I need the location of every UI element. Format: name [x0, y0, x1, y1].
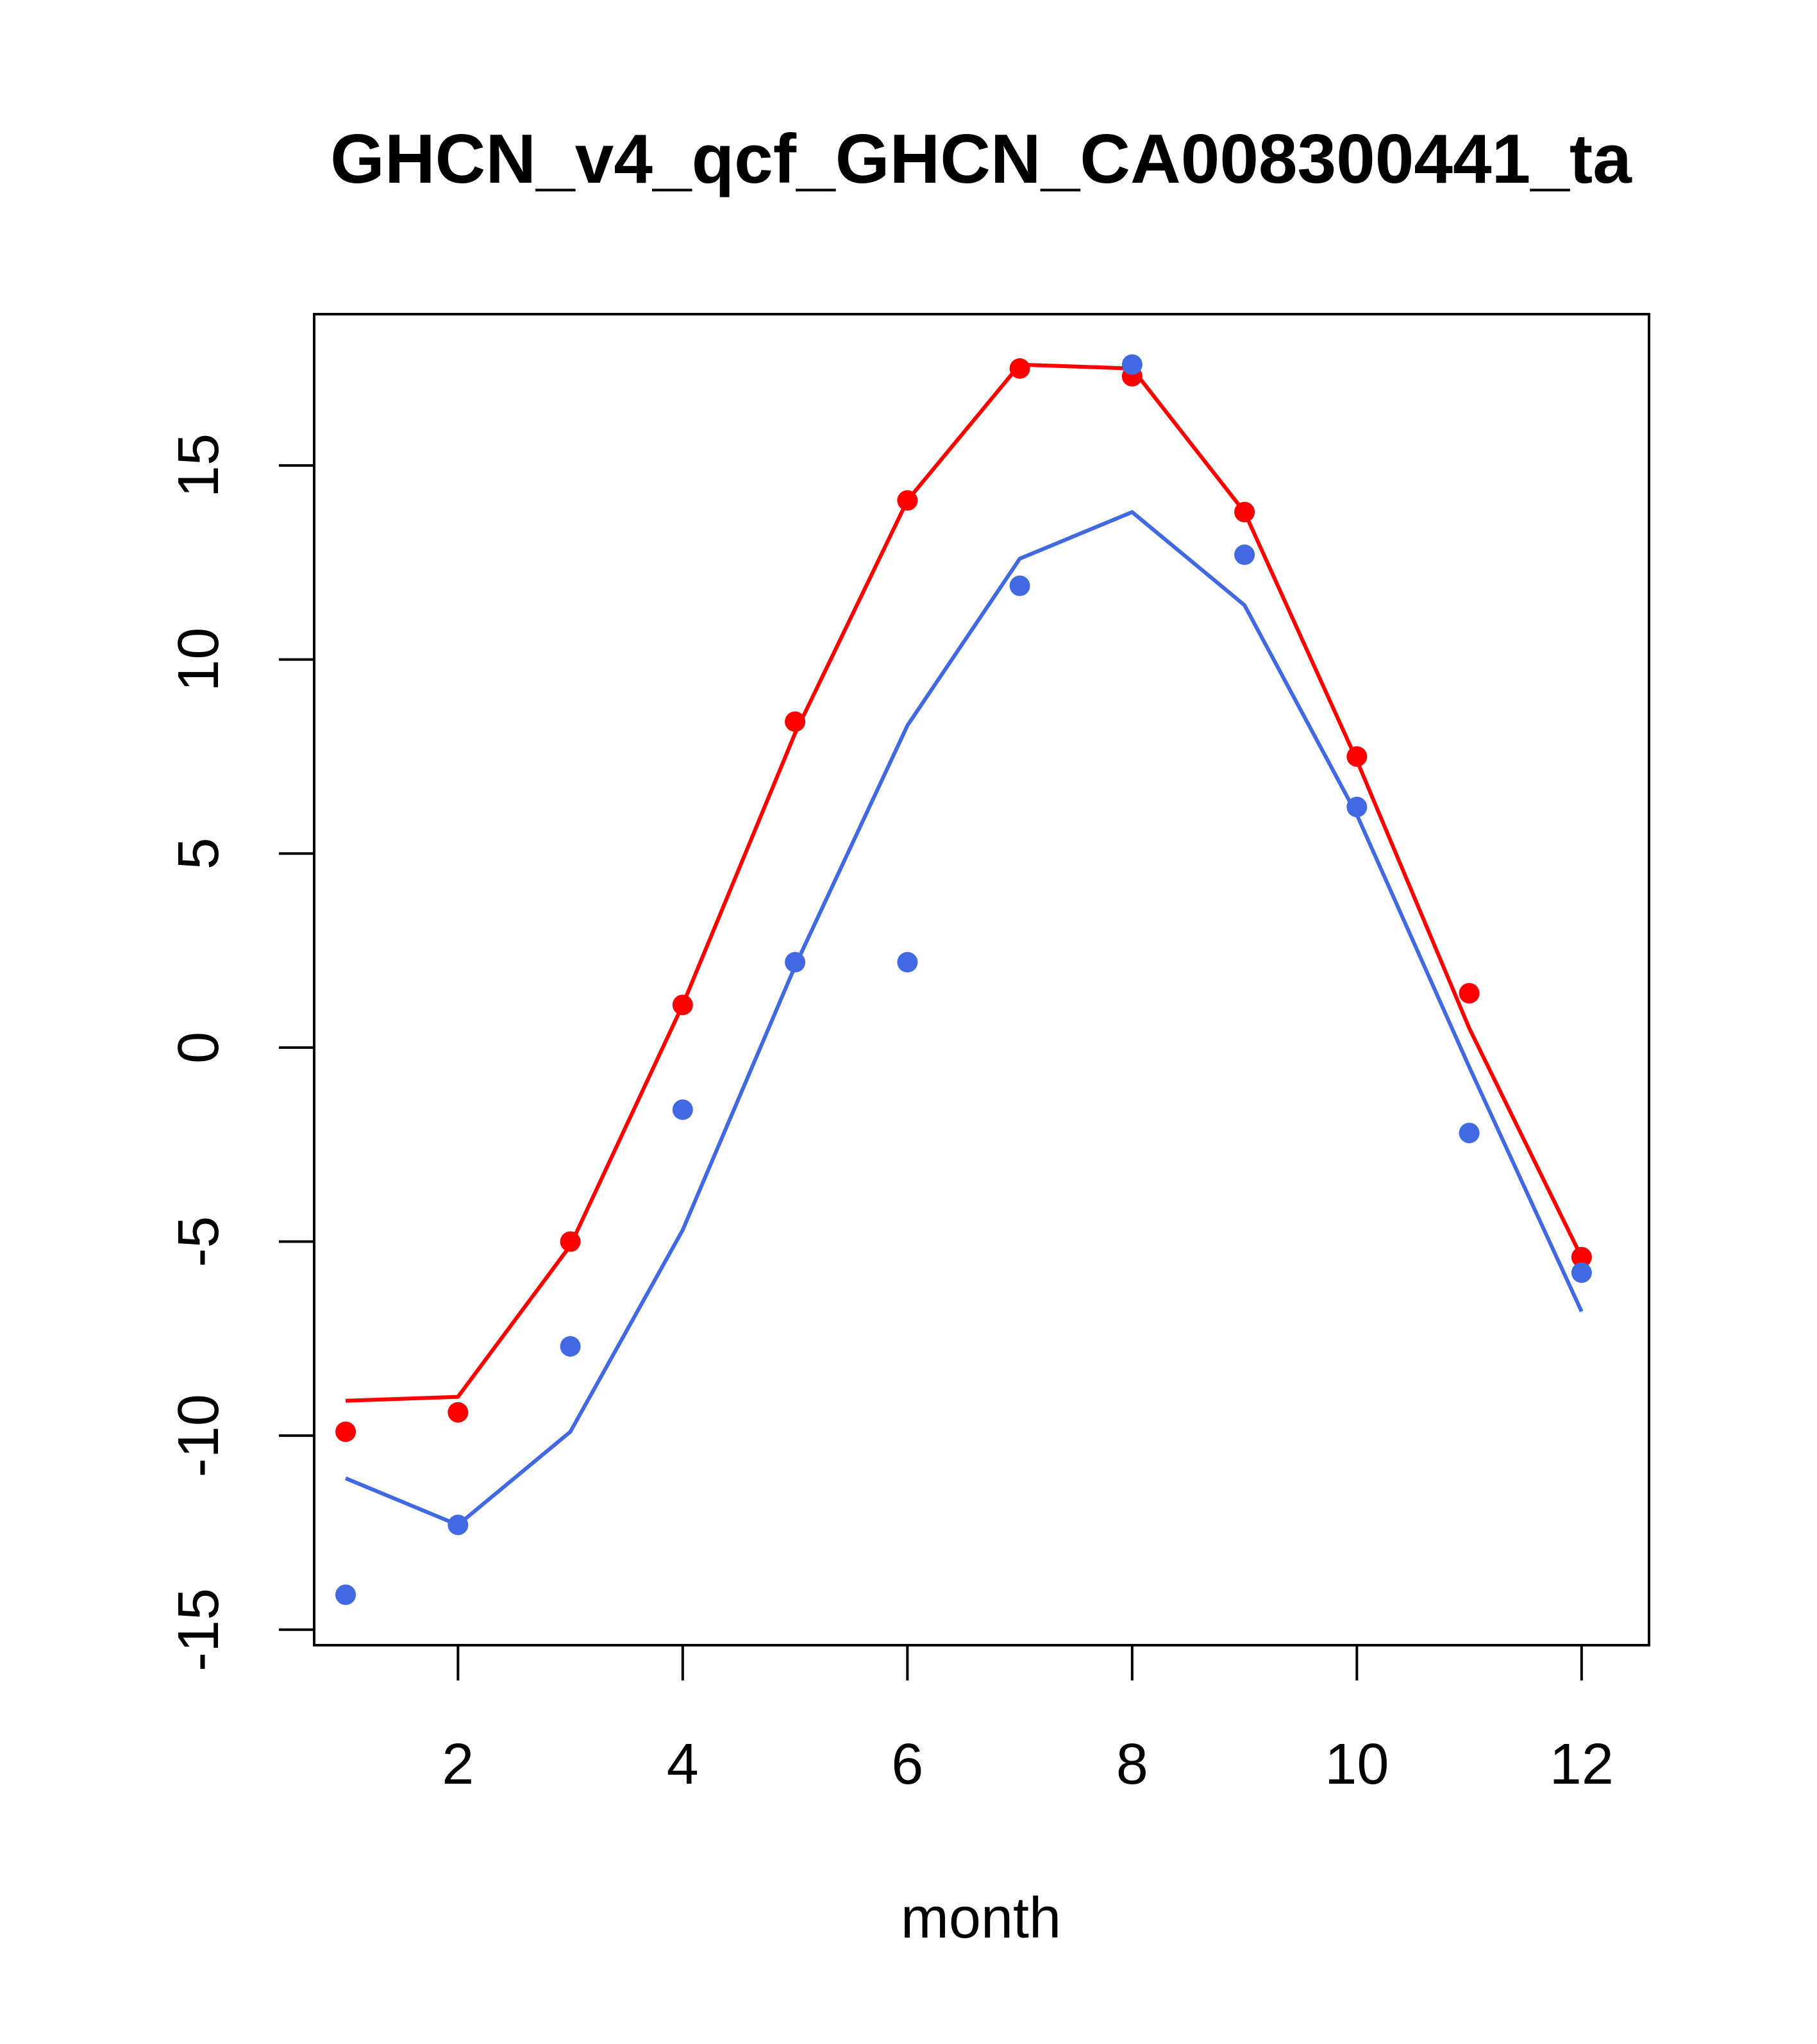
data-point: [785, 711, 806, 732]
y-tick-label: -5: [167, 1216, 231, 1268]
y-tick-label: 5: [167, 837, 231, 869]
data-point: [1571, 1246, 1592, 1268]
data-point: [1234, 501, 1255, 523]
data-point: [1346, 796, 1368, 817]
series-line: [345, 362, 1584, 1403]
y-tick-label: 0: [167, 1032, 231, 1064]
data-point: [1571, 1262, 1592, 1283]
data-point: [1459, 983, 1480, 1004]
series-line: [344, 510, 1584, 1527]
data-point: [448, 1402, 469, 1423]
data-point: [560, 1336, 581, 1357]
series-0: [335, 358, 1592, 1443]
data-point: [1009, 358, 1030, 379]
chart-title: GHCN_v4_qcf_GHCN_CA008300441_ta: [330, 120, 1632, 198]
data-point: [1459, 1123, 1480, 1144]
data-point: [672, 994, 693, 1016]
data-point: [785, 951, 806, 973]
x-axis-label: month: [901, 1886, 1061, 1950]
y-tick-label: -10: [167, 1394, 231, 1477]
x-tick-label: 12: [1550, 1732, 1614, 1797]
x-tick-label: 8: [1116, 1732, 1148, 1797]
x-tick-label: 6: [891, 1732, 923, 1797]
data-point: [1009, 575, 1030, 596]
series-layer: [335, 354, 1592, 1605]
data-point: [897, 490, 918, 511]
y-tick-label: -15: [167, 1588, 231, 1671]
data-point: [1234, 544, 1255, 565]
data-point: [560, 1231, 581, 1252]
x-tick-label: 10: [1325, 1732, 1389, 1797]
data-point: [1121, 354, 1143, 375]
x-tick-label: 4: [667, 1732, 699, 1797]
data-point: [1346, 746, 1368, 767]
data-point: [335, 1584, 356, 1605]
series-1: [335, 354, 1592, 1605]
data-point: [672, 1099, 693, 1120]
data-point: [897, 951, 918, 973]
y-tick-label: 10: [167, 628, 231, 692]
data-point: [335, 1421, 356, 1443]
x-axis: 2 4 6 8 10 12: [442, 1644, 1614, 1797]
x-tick-label: 2: [442, 1732, 474, 1797]
data-point: [448, 1514, 469, 1536]
y-axis: -15 -10 -5 0 5 10 15: [167, 433, 315, 1671]
y-tick-label: 15: [167, 433, 231, 498]
